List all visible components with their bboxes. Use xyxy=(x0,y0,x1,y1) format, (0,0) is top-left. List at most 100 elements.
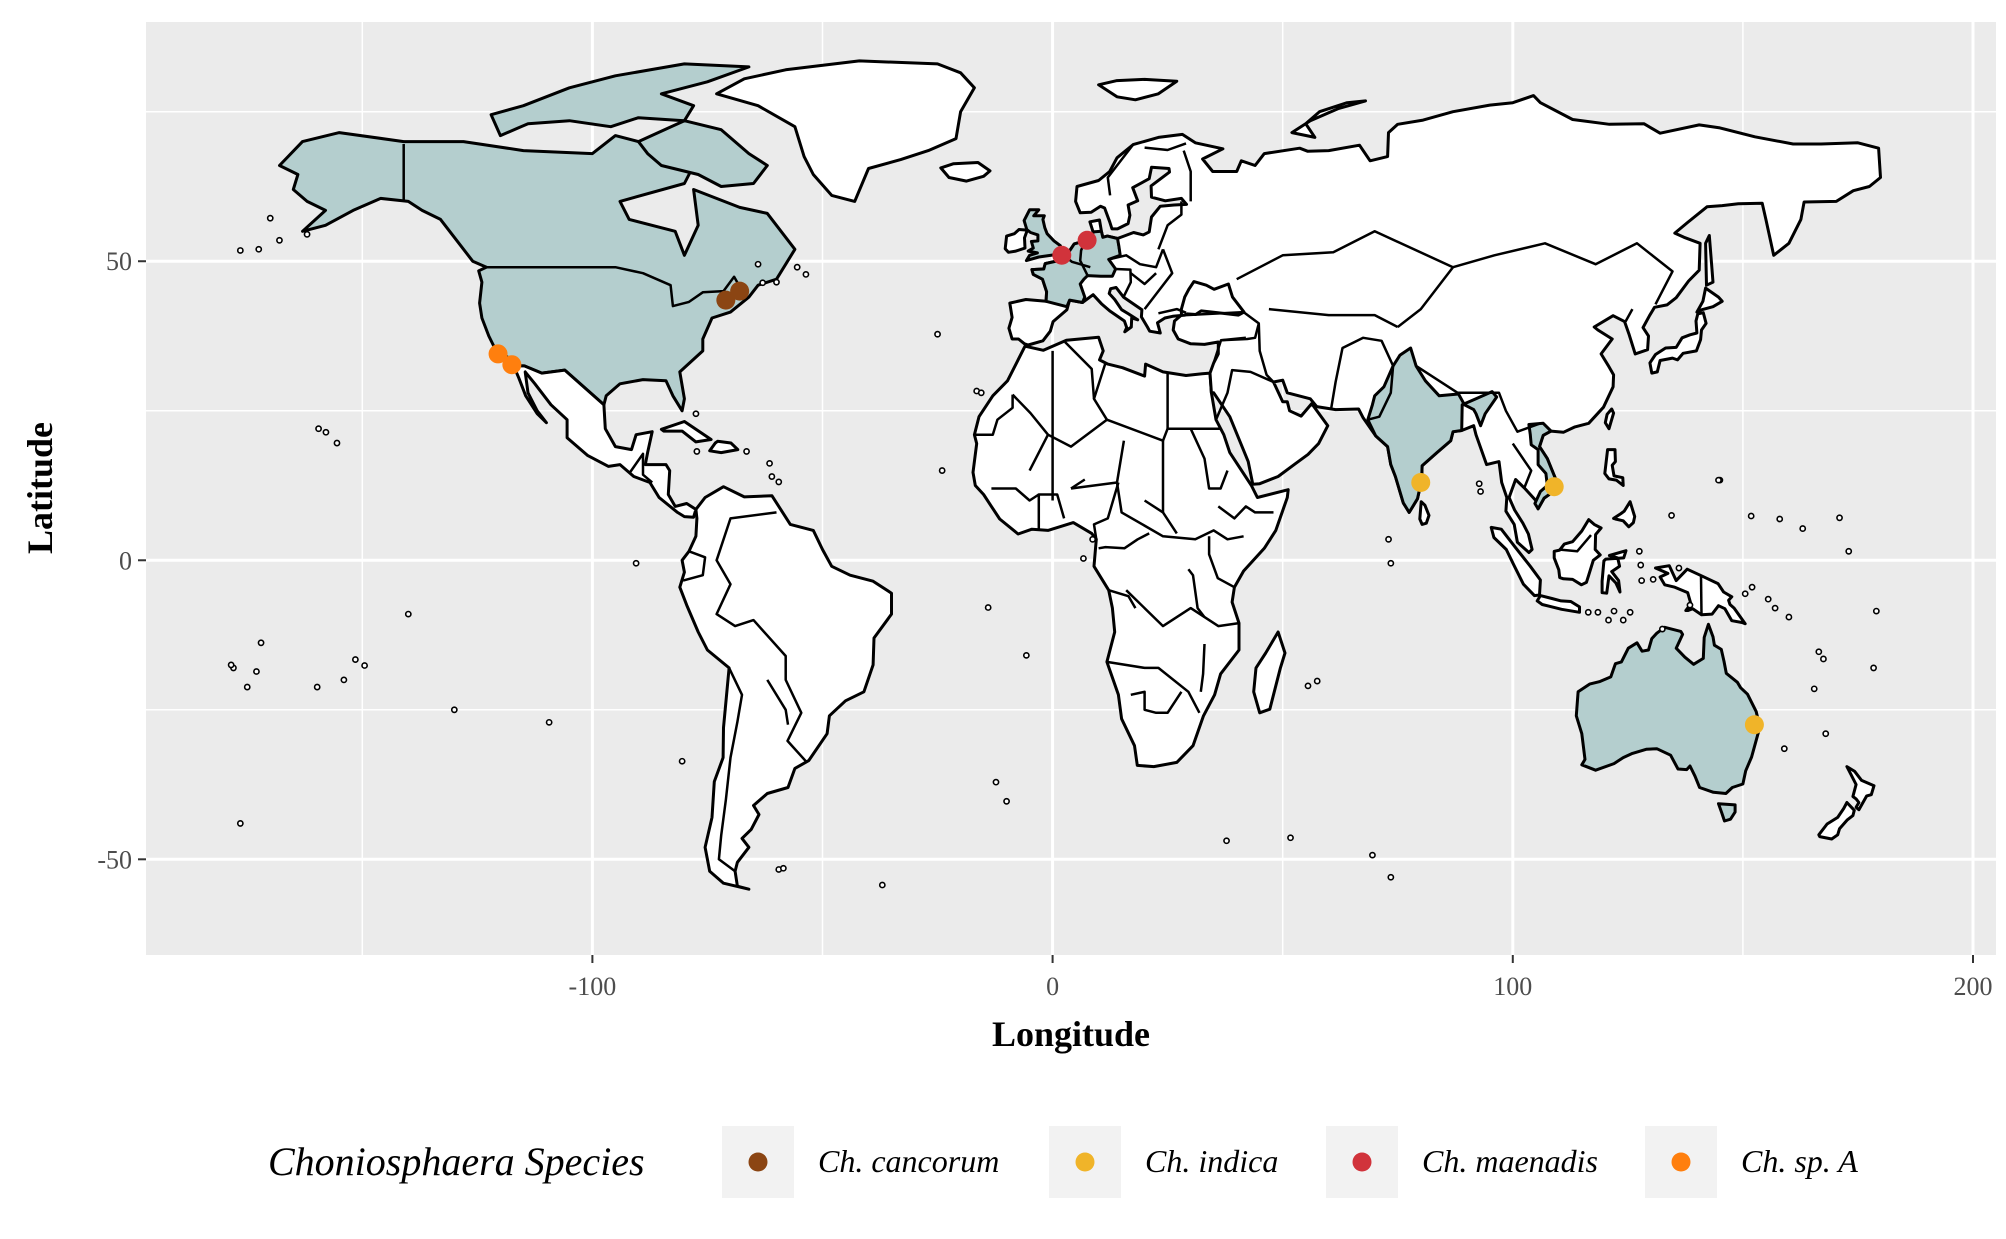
small-island xyxy=(693,448,701,455)
country-border xyxy=(1214,368,1275,421)
land-new-zealand-south xyxy=(1817,801,1856,841)
country-border xyxy=(1699,575,1703,615)
small-island xyxy=(1304,682,1312,690)
country-border xyxy=(1106,143,1135,196)
country-border xyxy=(1125,589,1240,628)
small-island xyxy=(1594,608,1602,616)
occurrence-point-ch-sp-a xyxy=(488,344,508,364)
small-island xyxy=(992,778,1000,786)
small-island xyxy=(1080,555,1087,562)
small-island xyxy=(1747,512,1755,520)
small-island xyxy=(253,668,260,675)
occurrence-point-ch-indica xyxy=(1544,477,1564,497)
legend-swatch-ch-indica xyxy=(1075,1152,1095,1172)
small-island xyxy=(1003,797,1010,805)
small-island xyxy=(1715,476,1722,484)
country-border xyxy=(1624,308,1634,323)
small-island xyxy=(361,662,368,669)
country-border xyxy=(1158,307,1187,315)
land-sulawesi xyxy=(1600,549,1628,595)
country-border xyxy=(991,487,1040,502)
small-island xyxy=(255,245,263,253)
country-border xyxy=(1098,532,1150,550)
small-island xyxy=(1799,525,1807,532)
occurrence-point-ch-maenadis xyxy=(1077,230,1097,250)
land-south-america xyxy=(678,485,893,891)
small-island xyxy=(678,757,686,765)
occurrence-point-ch-indica xyxy=(1411,473,1431,493)
country-border xyxy=(1511,442,1533,489)
small-island xyxy=(1822,730,1830,738)
y-axis-title: Latitude xyxy=(20,422,60,554)
small-island xyxy=(773,278,780,286)
small-island xyxy=(1313,677,1321,685)
country-border xyxy=(1236,230,1454,281)
land-layer xyxy=(227,59,1882,891)
small-island xyxy=(692,410,700,418)
small-island xyxy=(1369,851,1376,859)
country-border xyxy=(1143,248,1174,310)
small-island xyxy=(333,439,341,447)
small-island xyxy=(340,676,348,684)
land-hokkaido xyxy=(1695,286,1724,314)
country-border xyxy=(1064,341,1096,399)
small-island xyxy=(1287,834,1294,842)
small-island xyxy=(934,330,941,338)
country-border xyxy=(1396,242,1674,328)
country-border xyxy=(1144,142,1187,152)
small-island xyxy=(759,279,767,287)
small-island xyxy=(315,425,322,433)
small-island xyxy=(977,389,985,397)
country-border xyxy=(1268,307,1399,329)
legend-swatch-ch-sp-a xyxy=(1671,1152,1691,1172)
small-island xyxy=(1477,488,1484,495)
small-island xyxy=(276,236,283,244)
land-australia xyxy=(1574,622,1761,795)
small-island xyxy=(1610,607,1618,615)
small-island xyxy=(545,718,553,726)
small-island xyxy=(1637,561,1645,569)
land-tasmania xyxy=(1717,802,1737,823)
country-border xyxy=(1037,493,1066,531)
country-border xyxy=(1106,660,1201,714)
x-tick-label: 200 xyxy=(1953,972,1992,1001)
country-border xyxy=(1011,393,1221,448)
country-border xyxy=(1189,428,1229,490)
land-taiwan xyxy=(1603,407,1616,431)
small-island xyxy=(257,639,265,647)
country-border xyxy=(1115,482,1244,541)
small-island xyxy=(632,559,640,567)
land-india-highlight xyxy=(1366,346,1499,514)
x-tick-label: -100 xyxy=(569,972,617,1001)
small-island xyxy=(243,683,251,691)
country-border xyxy=(715,511,808,763)
country-border xyxy=(1207,536,1235,589)
land-japan xyxy=(1648,311,1708,375)
land-baffin-island xyxy=(636,119,769,188)
small-island xyxy=(1810,685,1818,693)
country-border xyxy=(1367,365,1395,421)
small-island xyxy=(1605,616,1612,624)
small-island xyxy=(1776,515,1784,523)
small-island xyxy=(984,604,992,611)
occurrence-point-ch-cancorum xyxy=(716,290,736,310)
small-island xyxy=(1626,608,1634,616)
small-island xyxy=(351,656,359,663)
small-island xyxy=(450,706,458,714)
small-island xyxy=(743,448,750,455)
small-island xyxy=(779,864,787,872)
small-island xyxy=(754,260,762,268)
legend: Choniosphaera Species Ch. cancorum Ch. in… xyxy=(268,1126,1858,1198)
small-island xyxy=(1089,535,1097,543)
occurrence-point-ch-maenadis xyxy=(1052,245,1072,265)
country-border xyxy=(682,550,707,582)
small-island xyxy=(1836,514,1843,522)
country-border xyxy=(974,394,1014,436)
country-border xyxy=(1217,505,1274,520)
small-island xyxy=(1649,576,1657,583)
land-sumatra xyxy=(1489,525,1542,598)
land-canada-arctic-islands xyxy=(489,62,751,138)
small-island xyxy=(1741,590,1749,598)
small-island xyxy=(793,263,801,271)
small-island xyxy=(768,473,776,480)
